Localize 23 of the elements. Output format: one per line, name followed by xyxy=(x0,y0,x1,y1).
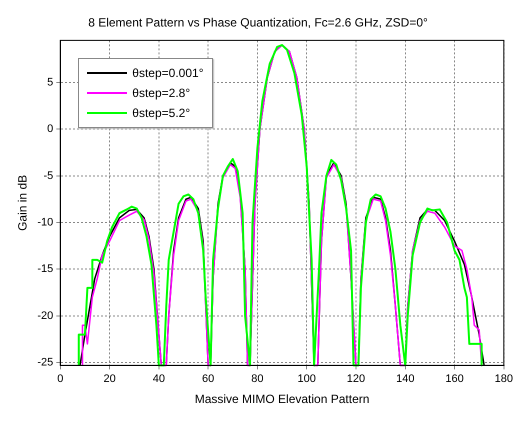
x-tick-label: 120 xyxy=(346,373,366,386)
legend-label: θstep=5.2° xyxy=(132,106,190,120)
y-tick-label: -10 xyxy=(37,216,54,229)
legend-label: θstep=0.001° xyxy=(132,66,204,80)
chart-title: 8 Element Pattern vs Phase Quantization, Fc=2.6 GHz, ZSD=0° xyxy=(88,16,428,30)
legend-label: θstep=2.8° xyxy=(132,86,190,100)
x-tick-label: 100 xyxy=(298,373,316,386)
y-axis-title: Gain in dB xyxy=(16,174,30,231)
y-tick-label: 0 xyxy=(47,123,54,136)
x-tick-label: 0 xyxy=(57,373,64,386)
x-tick-label: 180 xyxy=(494,373,514,386)
x-tick-label: 40 xyxy=(152,373,165,386)
y-tick-label: 5 xyxy=(47,76,54,88)
y-tick-label: -25 xyxy=(37,356,54,369)
x-tick-label: 140 xyxy=(396,373,414,386)
x-tick-label: 80 xyxy=(251,373,264,386)
x-tick-label: 160 xyxy=(445,373,464,386)
y-tick-label: -20 xyxy=(37,310,54,322)
y-tick-label: -5 xyxy=(44,170,54,182)
x-axis-title: Massive MIMO Elevation Pattern xyxy=(194,392,370,406)
x-tick-label: 60 xyxy=(202,373,214,386)
x-tick-label: 20 xyxy=(103,373,116,386)
y-tick-label: -15 xyxy=(37,263,54,276)
